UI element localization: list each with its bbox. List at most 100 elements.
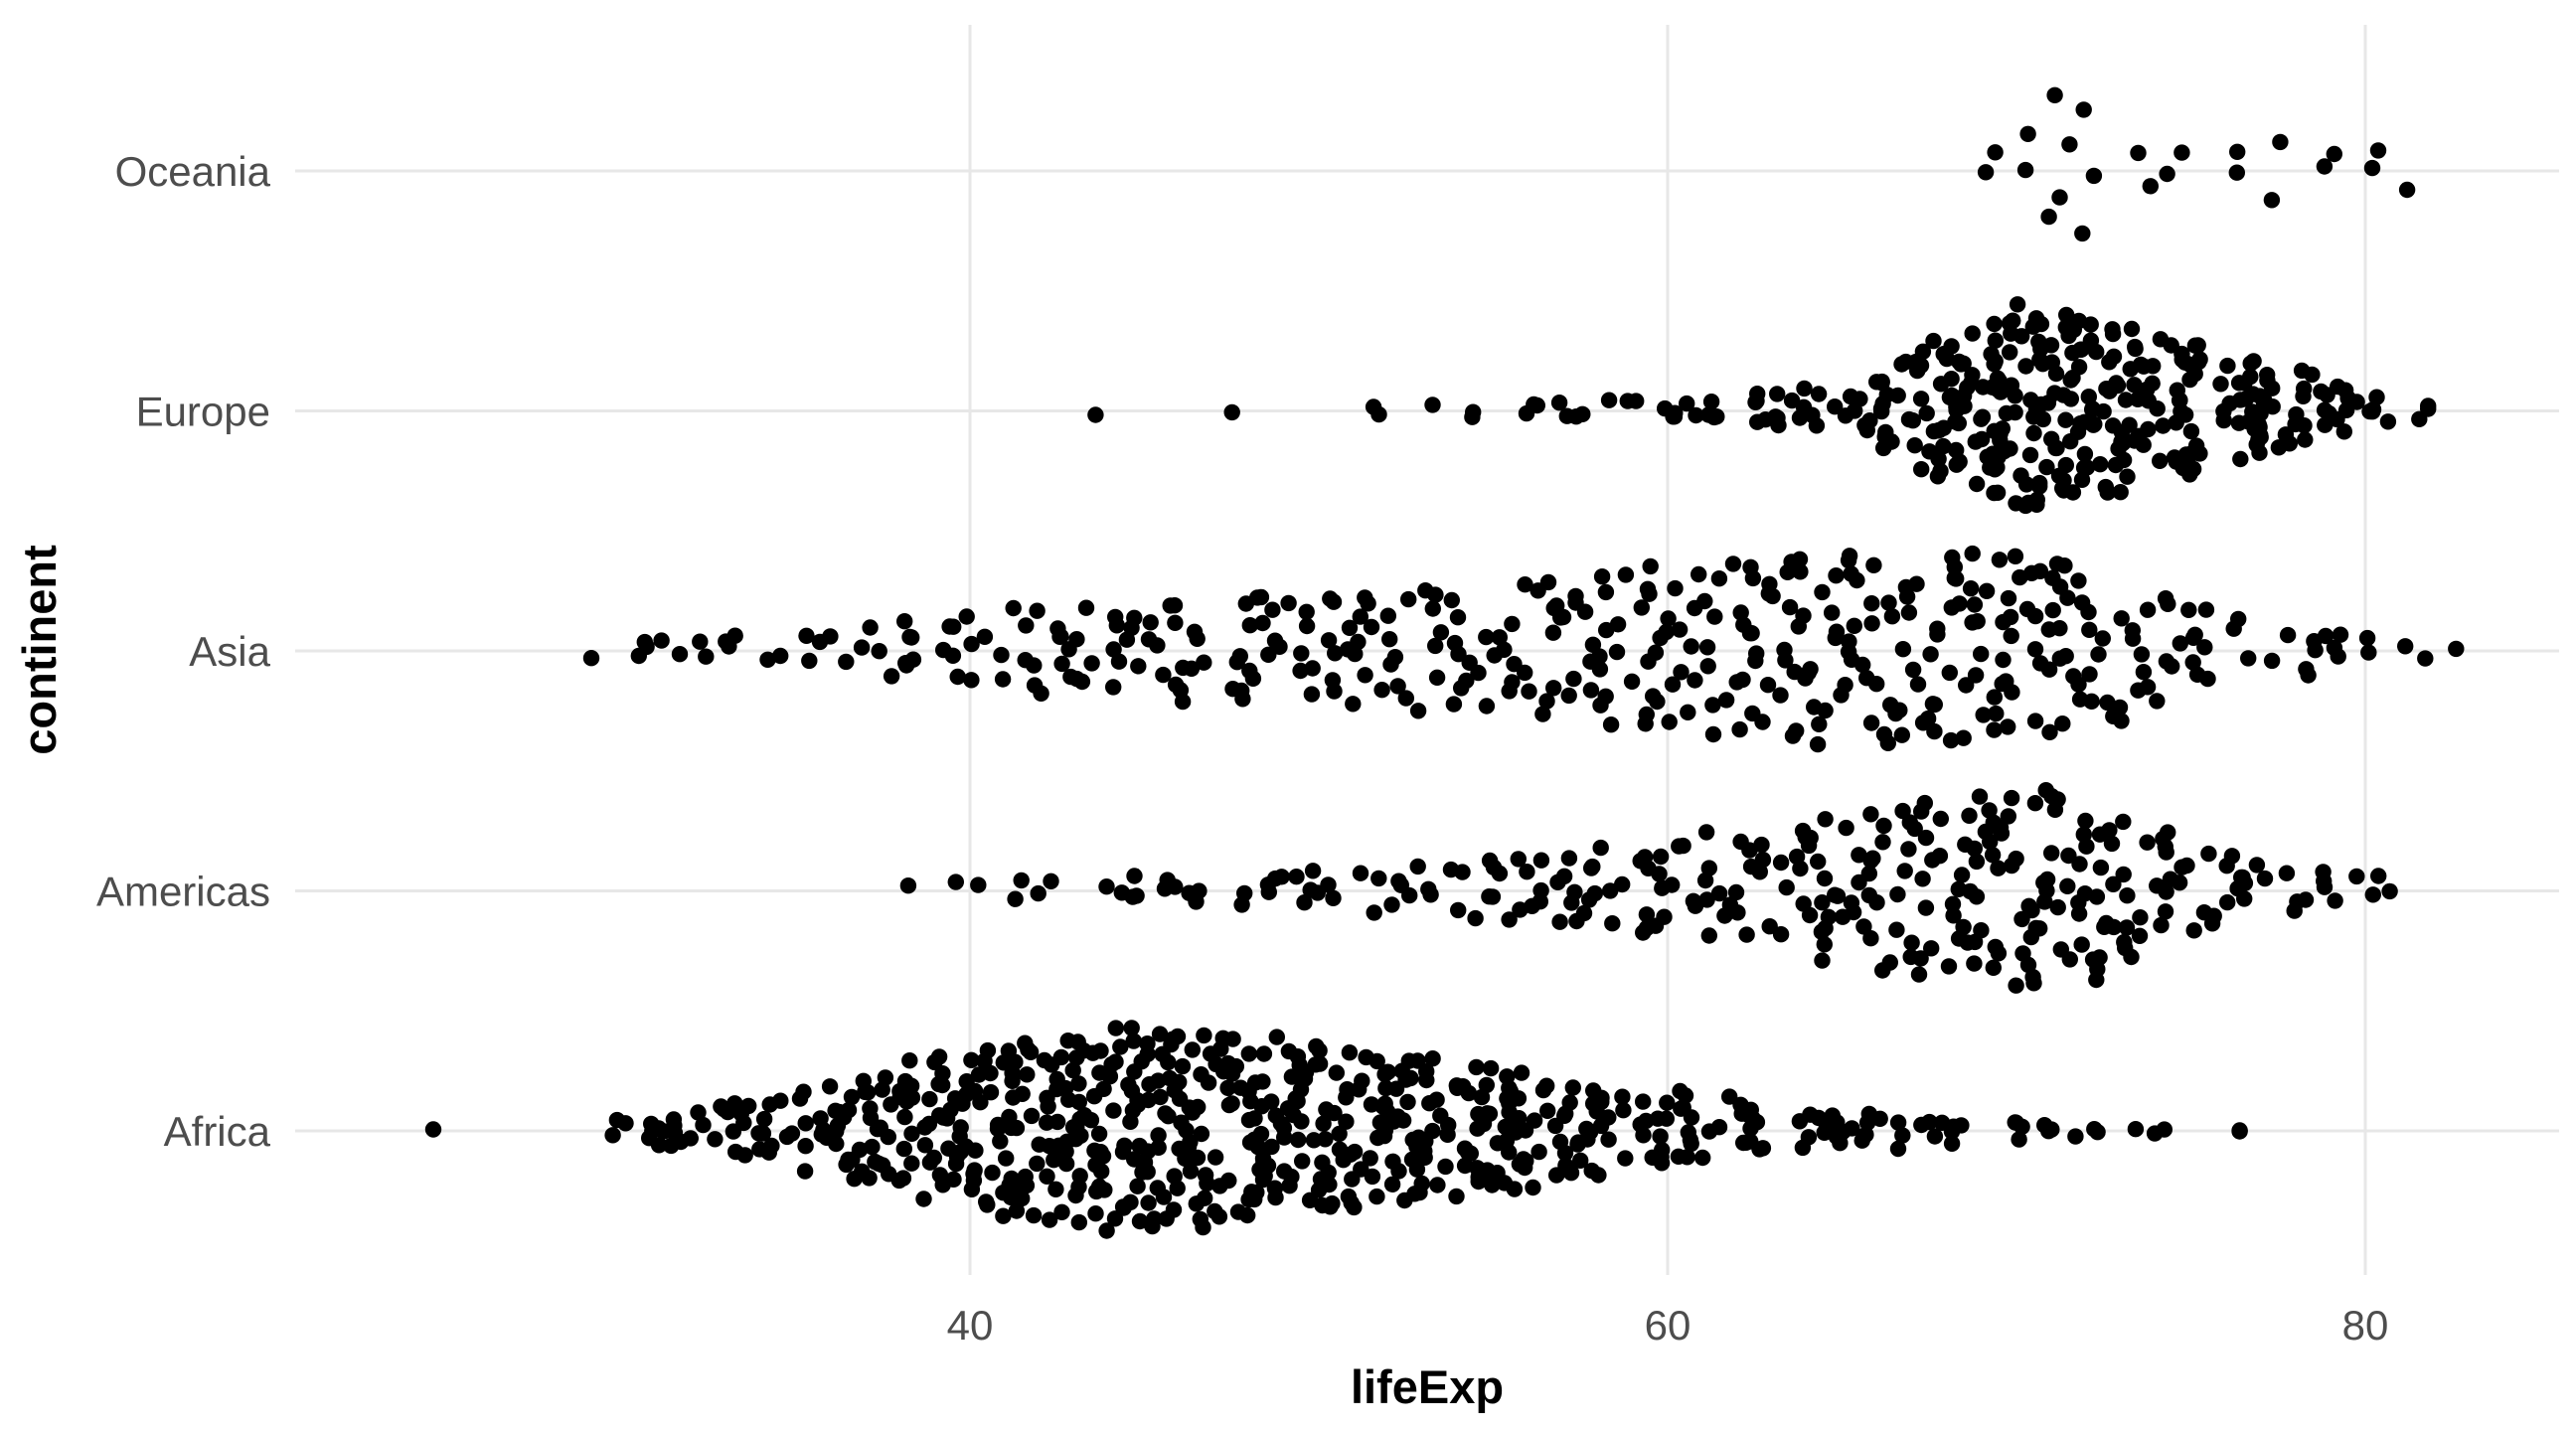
data-point	[1182, 1133, 1199, 1151]
data-point	[1854, 656, 1871, 674]
data-point	[1660, 610, 1677, 627]
data-point	[2149, 693, 2166, 710]
data-point	[1363, 618, 1380, 636]
data-point	[2019, 125, 2036, 142]
data-point	[1486, 647, 1503, 664]
data-point	[2184, 654, 2201, 671]
data-point	[1590, 1167, 1607, 1184]
data-point	[1572, 1152, 1589, 1170]
data-point	[862, 619, 879, 636]
data-point	[1881, 954, 1899, 971]
data-point	[1973, 922, 1990, 939]
data-point	[2369, 142, 2387, 159]
data-point	[1889, 1140, 1907, 1158]
data-point	[2008, 850, 2024, 868]
data-point	[1987, 332, 2005, 349]
data-point	[2185, 922, 2202, 939]
data-point	[1824, 604, 1841, 621]
data-point	[1984, 379, 2001, 396]
data-point	[2263, 652, 2281, 670]
data-point	[1000, 1042, 1018, 1059]
data-point	[1491, 629, 1509, 646]
data-point	[1191, 882, 1208, 899]
data-point	[2297, 891, 2315, 908]
data-point	[1184, 1041, 1202, 1058]
data-point	[1289, 1048, 1307, 1065]
data-point	[2002, 608, 2019, 626]
data-point	[2081, 666, 2098, 683]
data-point	[1640, 860, 1657, 876]
data-point	[2379, 413, 2397, 430]
data-point	[1070, 1093, 1088, 1111]
data-point	[1633, 599, 1651, 616]
data-point	[1690, 565, 1707, 583]
data-point	[2360, 644, 2377, 661]
data-point	[1220, 1060, 1238, 1077]
data-point	[801, 652, 818, 670]
data-point	[1496, 1175, 1514, 1192]
data-point	[978, 1193, 995, 1210]
data-point	[1731, 720, 1748, 738]
data-point	[1912, 391, 1930, 407]
data-point	[1977, 164, 1995, 181]
data-point	[2248, 857, 2266, 874]
data-point	[1986, 721, 2003, 738]
data-point	[1862, 930, 1879, 947]
data-point	[1128, 887, 1145, 904]
data-point	[1991, 552, 2009, 568]
data-point	[992, 1133, 1009, 1150]
data-point	[608, 1111, 626, 1129]
data-point	[1584, 636, 1602, 653]
data-point	[2229, 143, 2246, 160]
data-point	[1288, 869, 1305, 885]
data-point	[1600, 1109, 1617, 1126]
data-point	[2176, 354, 2193, 371]
data-point	[1296, 1070, 1314, 1087]
data-point	[1973, 645, 1990, 663]
data-point	[2263, 192, 2281, 209]
data-point	[846, 1171, 863, 1188]
data-point	[1926, 1128, 1944, 1145]
data-point	[895, 1140, 912, 1158]
data-point	[1696, 592, 1713, 610]
data-point	[1710, 884, 1728, 902]
data-point	[871, 643, 887, 660]
data-point	[1875, 439, 1892, 457]
data-point	[1874, 834, 1891, 851]
data-point	[862, 1100, 879, 1117]
data-point	[695, 1116, 712, 1134]
data-point	[761, 1096, 778, 1113]
data-point	[2146, 1125, 2164, 1142]
data-point	[995, 1207, 1012, 1224]
data-point	[1697, 824, 1715, 841]
data-point	[2112, 484, 2129, 501]
data-point	[1858, 1114, 1876, 1131]
data-point	[1759, 677, 1777, 694]
data-point	[1105, 1102, 1122, 1119]
data-point	[1070, 1179, 1087, 1195]
data-point	[1567, 408, 1585, 425]
data-point	[1390, 873, 1407, 889]
data-point	[1376, 1122, 1394, 1139]
data-point	[1706, 608, 1723, 625]
data-point	[1764, 587, 1781, 605]
data-point	[2176, 406, 2194, 423]
data-point	[2092, 859, 2110, 876]
data-point	[2088, 343, 2105, 361]
data-point	[1989, 484, 2007, 501]
data-point	[2021, 446, 2039, 464]
data-point	[2062, 433, 2079, 450]
data-point	[2152, 452, 2169, 469]
data-point	[949, 668, 966, 686]
data-point	[1814, 952, 1831, 969]
data-point	[2171, 874, 2188, 891]
data-point	[1687, 672, 1703, 689]
data-point	[1879, 734, 1897, 751]
data-point	[2157, 838, 2174, 856]
data-point	[1469, 1120, 1486, 1137]
data-point	[1532, 852, 1550, 869]
data-point	[1064, 1061, 1081, 1079]
data-point	[1995, 651, 2012, 669]
data-point	[1196, 654, 1212, 671]
